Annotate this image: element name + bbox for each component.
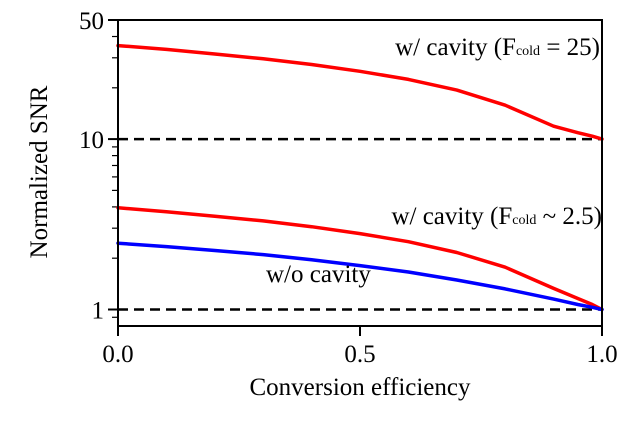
y-axis-title: Normalized SNR	[26, 85, 53, 258]
annotation-cavity-25: w/ cavity (Fcold = 25)	[395, 34, 600, 61]
series-lines	[116, 43, 604, 312]
y-tick-label: 10	[79, 127, 104, 154]
major-ticks	[108, 19, 603, 336]
series-line-2	[116, 206, 604, 312]
reference-lines	[118, 137, 602, 311]
x-tick-label: 0.5	[344, 341, 375, 368]
annotation-cavity-2-5: w/ cavity (Fcold ~ 2.5)	[391, 203, 602, 230]
series-line-3	[116, 241, 604, 312]
x-tick-label: 0.0	[102, 341, 133, 368]
x-axis-title: Conversion efficiency	[250, 374, 471, 401]
annotation-without-cavity: w/o cavity	[266, 261, 371, 288]
tick-labels: 0.0 0.5 1.0 1 10 50	[79, 8, 618, 368]
y-tick-label: 1	[92, 297, 105, 324]
x-tick-label: 1.0	[586, 341, 617, 368]
y-tick-label: 50	[79, 8, 104, 35]
series-line-1	[116, 43, 604, 141]
